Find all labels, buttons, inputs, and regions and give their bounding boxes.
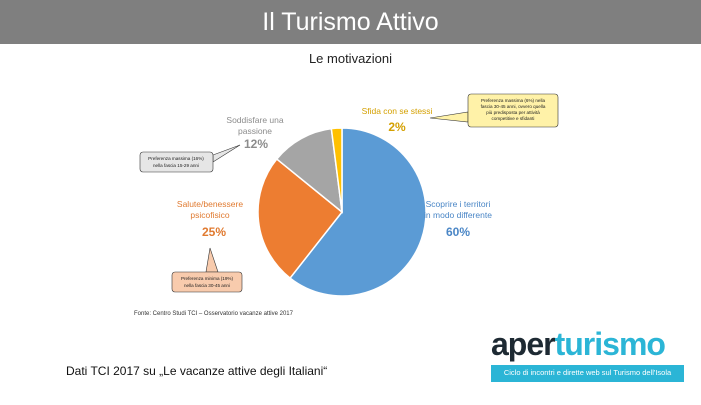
label-scoprire-line2: in modo differente	[424, 210, 492, 220]
label-scoprire-line1: Scoprire i territori	[426, 199, 491, 209]
callout-sfida: Preferenza massima (6%) nella fascia 30-…	[429, 93, 559, 128]
callout-sfida-line4: competitive e sfidanti	[492, 116, 535, 121]
slice-scoprire	[289, 127, 427, 297]
callout-passione-line1: Preferenza massima (16%)	[148, 156, 204, 161]
callout-passione-line2: nella fascia 15-29 anni	[153, 163, 199, 168]
label-passione-line2: passione	[238, 126, 272, 136]
slice-salute	[257, 157, 344, 280]
aperturismo-logo: aperturismo	[491, 326, 666, 362]
value-sfida: 2%	[388, 120, 406, 134]
callout-passione: Preferenza massima (16%) nella fascia 15…	[139, 144, 241, 173]
callout-sfida-line1: Preferenza massima (6%) nella	[481, 98, 546, 103]
footer-caption: Dati TCI 2017 su „Le vacanze attive degl…	[66, 364, 328, 378]
chart-title: Le motivazioni	[308, 51, 393, 66]
chart-source: Fonte: Centro Studi TCI – Osservatorio v…	[134, 311, 293, 317]
label-salute-line2: psicofisico	[190, 210, 229, 220]
logo-part1: aper	[491, 326, 556, 362]
value-scoprire: 60%	[446, 225, 470, 239]
label-sfida: Sfida con se stessi	[362, 106, 433, 116]
logo-tagline: Ciclo di incontri e dirette web sul Turi…	[503, 368, 672, 377]
label-salute-line1: Salute/benessere	[177, 199, 243, 209]
callout-sfida-line3: più predisposta per attività	[486, 110, 540, 115]
value-salute: 25%	[202, 225, 226, 239]
slice-passione	[275, 127, 343, 214]
label-passione-line1: Soddisfare una	[226, 115, 283, 125]
callout-salute-line1: Preferenza minima (19%)	[181, 276, 234, 281]
value-passione: 12%	[244, 137, 268, 151]
page-title: Il Turismo Attivo	[262, 8, 439, 36]
slice-sfida	[330, 127, 343, 213]
callout-salute-line2: nella fascia 30-45 anni	[184, 283, 230, 288]
callout-sfida-line2: fascia 30-45 anni, ovvero quella	[481, 104, 546, 109]
logo-part2: turismo	[554, 326, 666, 362]
logo-tagline-bar	[491, 365, 684, 382]
title-bar: Il Turismo Attivo	[0, 0, 701, 44]
callout-salute: Preferenza minima (19%) nella fascia 30-…	[171, 247, 243, 293]
